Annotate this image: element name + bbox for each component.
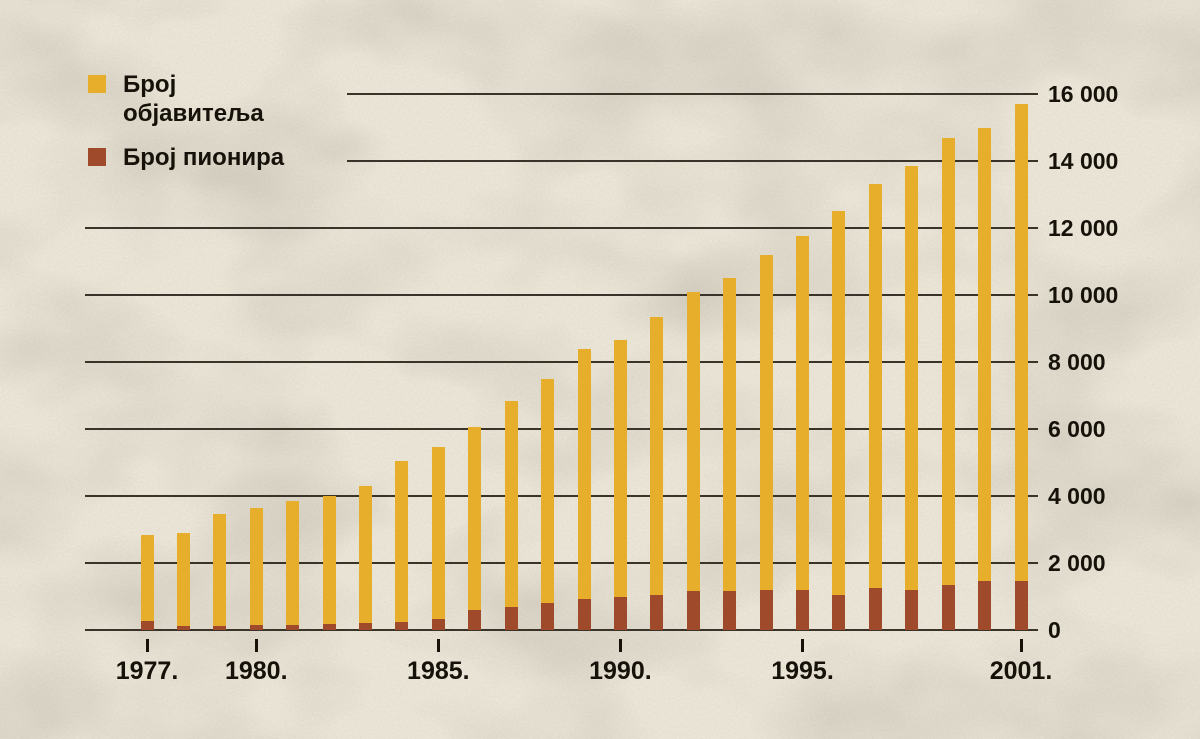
x-tick-mark-1995 — [801, 639, 804, 652]
y-tick-label: 14 000 — [1048, 148, 1119, 174]
x-tick-mark-1980 — [254, 639, 258, 652]
chart-legend: Број објавитеља Број пионира — [88, 70, 298, 172]
bar-publishers-1980 — [249, 507, 263, 630]
gridline-6000 — [85, 428, 1038, 430]
bar-pioneers-2000 — [978, 581, 992, 630]
bar-publishers-1977 — [140, 534, 154, 630]
bar-publishers-1994 — [759, 254, 773, 630]
bar-publishers-1981 — [286, 501, 300, 630]
bar-publishers-1988 — [541, 378, 555, 630]
bar-pioneers-1996 — [832, 594, 846, 630]
bar-pioneers-1980 — [249, 624, 263, 630]
bar-publishers-2000 — [978, 127, 992, 630]
x-tick-mark-1985 — [436, 639, 440, 652]
bar-publishers-1999 — [941, 137, 955, 630]
bar-pioneers-1991 — [650, 594, 664, 630]
bar-publishers-1995 — [796, 236, 809, 630]
x-tick-label-1995: 1995. — [771, 657, 834, 685]
bar-pioneers-1994 — [759, 589, 773, 630]
x-tick-label-1977: 1977. — [115, 657, 179, 685]
bar-publishers-1991 — [650, 316, 664, 630]
gridline-16000 — [347, 93, 1038, 95]
y-tick-label: 6 000 — [1048, 416, 1106, 442]
bar-publishers-1982 — [322, 496, 336, 630]
bar-pioneers-1982 — [322, 623, 336, 630]
bar-publishers-1979 — [213, 514, 227, 630]
bar-publishers-1985 — [431, 447, 445, 630]
bar-publishers-1996 — [832, 211, 846, 630]
bar-pioneers-2001 — [1014, 581, 1028, 630]
gridline-8000 — [85, 361, 1038, 363]
y-tick-label: 4 000 — [1048, 483, 1106, 509]
pioneers-legend-label: Број пионира — [123, 144, 285, 171]
y-axis: 0 2 000 4 000 6 000 8 000 10 000 12 000 14 000 1… — [1048, 81, 1198, 643]
bar-publishers-2001 — [1014, 104, 1028, 630]
bar-pioneers-1988 — [541, 603, 555, 630]
bar-publishers-1993 — [723, 278, 737, 630]
bar-publishers-1998 — [905, 166, 919, 630]
bar-pioneers-1989 — [577, 598, 591, 630]
bar-publishers-1986 — [468, 427, 482, 630]
y-tick-label: 2 000 — [1048, 550, 1106, 576]
legend-item-publishers: Број објавитеља — [88, 70, 298, 128]
bar-pioneers-1981 — [286, 624, 300, 630]
x-tick-mark-1977 — [145, 639, 149, 652]
bar-pioneers-1995 — [796, 589, 809, 630]
x-tick-label-1980: 1980. — [224, 657, 288, 685]
bar-pioneers-1990 — [613, 596, 627, 630]
bar-publishers-1997 — [868, 184, 882, 630]
bar-publishers-1990 — [613, 340, 627, 630]
plot-area — [85, 93, 1038, 631]
bar-pioneers-1993 — [723, 591, 737, 630]
bar-pioneers-1992 — [686, 591, 700, 630]
x-tick-mark-1990 — [618, 639, 622, 652]
bar-pioneers-1998 — [905, 589, 919, 630]
x-tick-label-1985: 1985. — [407, 657, 470, 685]
x-tick-label-2001: 2001. — [989, 657, 1053, 685]
bar-publishers-1992 — [686, 291, 700, 630]
bar-pioneers-1984 — [395, 621, 409, 630]
bar-publishers-1987 — [504, 400, 518, 630]
y-tick-label: 16 000 — [1048, 81, 1119, 107]
y-tick-label: 12 000 — [1048, 215, 1119, 241]
bar-publishers-1978 — [176, 532, 190, 630]
bar-publishers-1983 — [359, 485, 372, 630]
publishers-legend-label: Број објавитеља — [123, 71, 264, 127]
bar-pioneers-1978 — [176, 625, 190, 630]
y-tick-label: 8 000 — [1048, 349, 1106, 375]
gridline-4000 — [85, 495, 1038, 497]
legend-item-pioneers: Број пионира — [88, 143, 298, 172]
bar-pioneers-1985 — [431, 618, 445, 630]
bar-pioneers-1983 — [359, 622, 372, 630]
bar-pioneers-1997 — [868, 588, 882, 630]
bar-pioneers-1987 — [504, 606, 518, 630]
gridline-2000 — [85, 562, 1038, 564]
bar-pioneers-1977 — [140, 620, 154, 630]
publishers-color-swatch-icon — [88, 75, 106, 93]
gridline-14000 — [347, 160, 1038, 162]
gridline-0 — [85, 629, 1038, 631]
bar-pioneers-1986 — [468, 609, 482, 630]
bar-pioneers-1979 — [213, 625, 227, 630]
bar-publishers-1989 — [577, 348, 591, 630]
gridline-12000 — [85, 227, 1038, 229]
bar-publishers-1984 — [395, 460, 409, 630]
bar-pioneers-1999 — [941, 584, 955, 630]
y-tick-label: 0 — [1048, 617, 1061, 643]
x-tick-label-1990: 1990. — [589, 657, 652, 685]
y-tick-label: 10 000 — [1048, 282, 1119, 308]
pioneers-color-swatch-icon — [88, 148, 106, 166]
gridline-10000 — [85, 294, 1038, 296]
x-axis: 1977. 1980. 1985. 1990. 1995. 2001. — [85, 630, 1052, 710]
x-tick-mark-2001 — [1019, 639, 1023, 652]
